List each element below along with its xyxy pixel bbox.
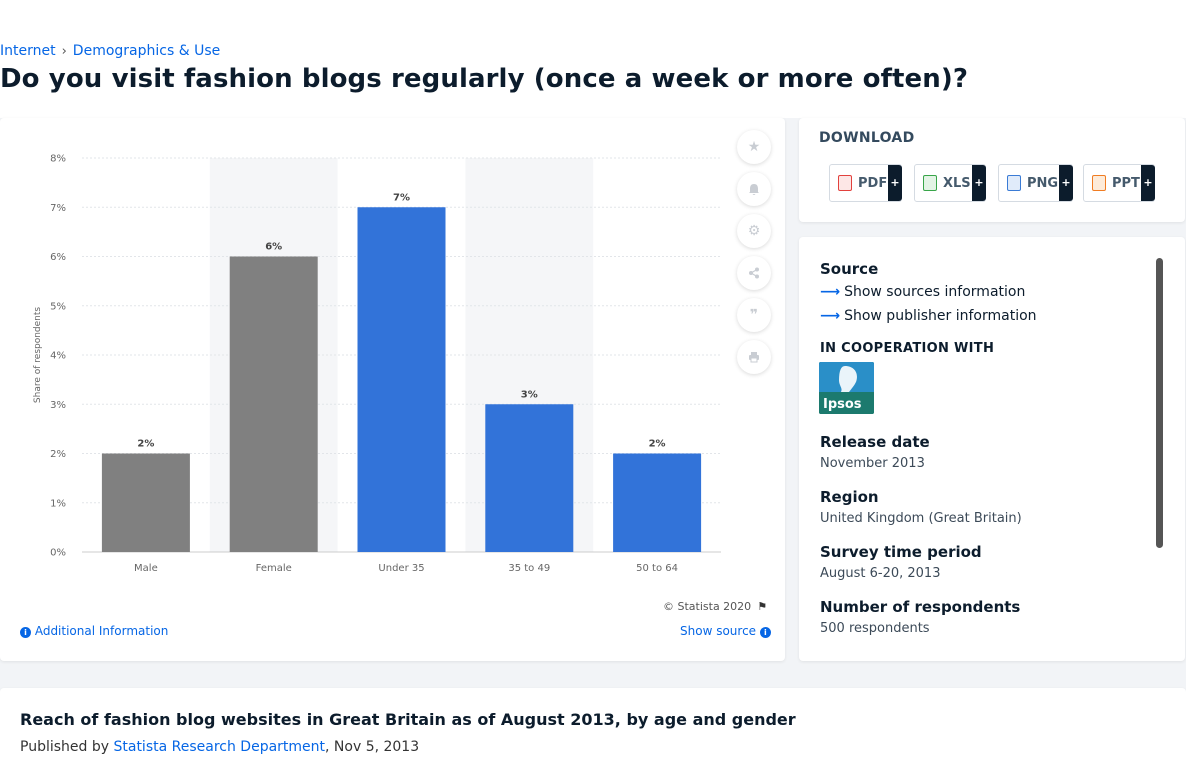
show-sources-link[interactable]: ⟶ Show sources information [820,284,1025,300]
download-pdf-button[interactable]: PDF + [829,164,902,202]
x-tick-label: Female [256,563,292,574]
published-by: Published by Statista Research Departmen… [20,739,419,755]
bar[interactable] [101,453,190,553]
info-icon: i [759,627,771,638]
breadcrumb-item-demographics[interactable]: Demographics & Use [72,43,221,59]
download-png-button[interactable]: PNG + [998,164,1073,202]
bar-value-label: 7% [393,192,410,203]
description-card [0,688,1186,760]
bar[interactable] [229,256,318,553]
ppt-icon [1092,175,1106,191]
info-icon: i [20,627,31,638]
arrow-right-icon: ⟶ [820,308,841,324]
y-tick-label: 5% [50,301,66,312]
additional-information-label: Additional Information [34,624,169,638]
breadcrumb-item-internet[interactable]: Internet [0,43,56,59]
page-title: Do you visit fashion blogs regularly (on… [0,64,969,94]
y-tick-label: 4% [50,351,66,362]
quote-icon[interactable]: ❞ [737,298,771,332]
flag-icon[interactable]: ⚑ [757,600,768,613]
copyright[interactable]: © Statista 2020 ⚑ [663,600,767,613]
release-date-label: Release date [820,433,930,451]
info-card [799,237,1185,661]
y-tick-label: 2% [50,449,66,460]
star-icon[interactable]: ★ [737,130,771,164]
respondents-value: 500 respondents [820,621,930,636]
region-value: United Kingdom (Great Britain) [820,511,1022,526]
top-bar [0,0,1186,38]
x-tick-label: 35 to 49 [508,563,550,574]
bar-value-label: 2% [649,439,666,450]
breadcrumb: Internet › Demographics & Use [0,43,220,59]
bar-chart: 0% 1% 2% 3% 4% 5% 6% 7% 8% Share of respondents 2%… [33,154,721,574]
y-tick-label: 0% [50,548,66,559]
bar-value-label: 2% [137,439,154,450]
bar[interactable] [613,453,702,553]
show-sources-label: Show sources information [844,284,1026,300]
chart-tools: ★ ⚙ ❞ [737,130,773,382]
x-tick-label: Male [134,563,158,574]
y-tick-label: 1% [50,498,66,509]
statistic-description-title: Reach of fashion blog websites in Great … [20,710,796,729]
survey-period-value: August 6-20, 2013 [820,566,941,581]
download-ppt-label: PPT [1112,175,1140,191]
x-tick-label: 50 to 64 [636,563,678,574]
plus-icon[interactable]: + [1141,165,1155,201]
share-icon[interactable] [737,256,771,290]
show-source-link[interactable]: Show source i [680,624,771,638]
xls-icon [923,175,937,191]
gear-icon[interactable]: ⚙ [737,214,771,248]
y-axis-label: Share of respondents [33,307,43,404]
cooperation-heading: IN COOPERATION WITH [820,341,995,356]
bar-value-label: 6% [265,242,282,253]
published-date: , Nov 5, 2013 [325,739,420,755]
bar-value-label: 3% [521,389,538,400]
png-icon [1007,175,1021,191]
download-xls-label: XLS [943,175,971,191]
header-area [0,38,1186,118]
print-icon[interactable] [737,340,771,374]
bell-icon[interactable] [737,172,771,206]
download-title: DOWNLOAD [819,130,915,146]
bar[interactable] [357,207,446,552]
show-publisher-label: Show publisher information [844,308,1037,324]
download-png-label: PNG [1027,175,1059,191]
region-label: Region [820,488,879,506]
plus-icon[interactable]: + [1059,165,1073,201]
x-tick-label: Under 35 [378,563,424,574]
copyright-text: © Statista 2020 [663,600,752,613]
show-source-label: Show source [680,624,757,638]
additional-information-link[interactable]: i Additional Information [20,624,168,638]
plus-icon[interactable]: + [972,165,986,201]
download-xls-button[interactable]: XLS + [914,164,986,202]
y-tick-label: 3% [50,400,66,411]
source-label: Source [820,260,879,278]
release-date-value: November 2013 [820,456,925,471]
y-tick-label: 6% [50,252,66,263]
show-publisher-link[interactable]: ⟶ Show publisher information [820,308,1037,324]
ipsos-logo-text: Ipsos [823,397,862,412]
plus-icon[interactable]: + [888,165,902,201]
bar[interactable] [485,404,574,552]
scrollbar[interactable] [1156,258,1163,548]
published-prefix: Published by [20,739,110,755]
breadcrumb-separator: › [61,43,67,59]
y-tick-label: 7% [50,203,66,214]
ipsos-logo[interactable]: Ipsos [819,362,874,414]
download-pdf-label: PDF [858,175,888,191]
download-ppt-button[interactable]: PPT + [1083,164,1155,202]
pdf-icon [838,175,852,191]
arrow-right-icon: ⟶ [820,284,841,300]
respondents-label: Number of respondents [820,598,1021,616]
author-link[interactable]: Statista Research Department [113,739,326,755]
y-tick-label: 8% [50,154,66,165]
survey-period-label: Survey time period [820,543,982,561]
